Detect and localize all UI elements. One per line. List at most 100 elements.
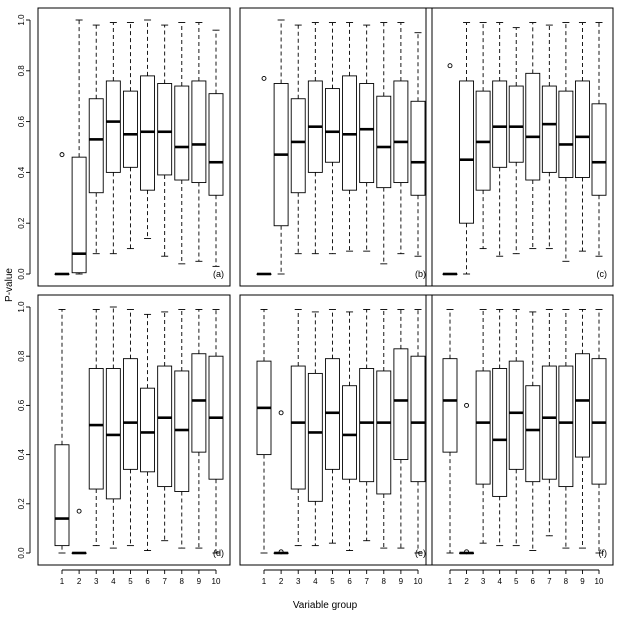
panel-frame [37,7,231,287]
x-axis-label: Variable group [293,600,358,611]
iqr-box [140,387,156,473]
box-group-1 [256,75,272,276]
x-tick-label: 4 [313,577,318,586]
box-group-5 [122,22,138,250]
box-group-2 [71,508,87,555]
box-group-6 [525,22,541,250]
outlier-point [447,63,453,69]
box-group-9 [393,309,409,549]
box-group-4 [492,22,508,257]
panel-label: (b) [415,269,426,279]
x-tick-label: 3 [481,577,486,586]
panel-frame [425,7,614,287]
box-group-9 [393,22,409,255]
outlier-point [278,549,284,555]
iqr-box [88,98,104,194]
iqr-box [342,385,358,480]
box-group-7 [541,24,557,250]
iqr-box [558,90,574,178]
x-tick-label: 7 [547,577,552,586]
box-group-3 [290,309,306,547]
iqr-box [71,156,87,274]
box-group-7 [157,24,173,257]
x-tick-label: 8 [382,577,387,586]
box-group-3 [475,22,491,250]
y-tick-label: 0.8 [17,65,26,77]
outlier-point [76,508,82,514]
box-group-7 [359,24,375,252]
box-group-10 [591,309,607,554]
y-tick-label: 0.6 [17,399,26,411]
iqr-box [122,358,138,470]
iqr-box [359,368,375,483]
x-tick-label: 10 [595,577,604,586]
box-group-7 [359,309,375,542]
box-group-2 [273,410,289,555]
iqr-box [324,88,340,163]
box-group-1 [442,309,458,554]
iqr-box [359,83,375,184]
panel-label: (d) [213,548,224,558]
box-group-10 [410,309,426,554]
x-tick-label: 6 [347,577,352,586]
panel-f: 1 2 3 4 5 6 7 8 9 10 (f) [425,294,614,586]
iqr-box [558,365,574,488]
x-tick-label: 1 [262,577,267,586]
iqr-box [475,370,491,485]
box-group-2 [273,19,289,275]
panel-label: (c) [597,269,608,279]
iqr-box [459,80,475,224]
box-group-8 [558,22,574,262]
box-group-3 [475,309,491,544]
panel-frame [425,294,614,566]
x-tick-label: 1 [60,577,65,586]
y-tick-label: 0.4 [17,166,26,178]
box-group-5 [324,22,340,255]
outlier-point [464,402,470,408]
box-group-3 [290,24,306,255]
panel-frame [239,294,433,566]
x-tick-label: 4 [111,577,116,586]
iqr-box [393,80,409,184]
x-tick-label: 6 [531,577,536,586]
panel-b: (b) [239,7,433,287]
y-tick-label: 1.0 [17,301,26,313]
panels-group: 0.00.20.40.60.81.0(a) (b) (c)0.00.20.40.60… [17,7,614,586]
box-group-4 [492,309,508,547]
box-group-10 [591,22,607,257]
box-group-5 [508,27,524,255]
y-tick-label: 0.4 [17,448,26,460]
panel-frame [239,7,433,287]
iqr-box [122,90,138,168]
panel-a: 0.0 0.2 0.4 0.6 0.8 1.0 (a) [17,7,231,287]
panel-label: (f) [599,548,608,558]
iqr-box [541,85,557,173]
iqr-box [208,93,224,196]
panel-e: 1 2 3 4 5 6 7 8 9 10 (e) [239,294,433,586]
box-group-9 [574,309,590,549]
panel-label: (e) [415,548,426,558]
box-group-6 [342,311,358,551]
iqr-box [191,353,207,453]
iqr-box [492,80,508,168]
box-group-1 [54,152,70,276]
y-tick-label: 0.2 [17,498,26,510]
box-group-5 [324,309,340,544]
box-group-9 [574,22,590,252]
box-group-6 [342,22,358,252]
y-tick-label: 1.0 [17,14,26,26]
iqr-box [591,103,607,196]
iqr-box [290,98,306,194]
box-group-2 [71,19,87,275]
panel-frame [37,294,231,566]
outlier-point [59,152,65,158]
x-tick-label: 7 [162,577,167,586]
x-tick-label: 9 [580,577,585,586]
iqr-box [54,444,70,547]
iqr-box [157,365,173,488]
iqr-box [574,80,590,178]
iqr-box [410,100,426,196]
box-group-5 [508,309,524,547]
iqr-box [541,365,557,480]
box-group-9 [191,309,207,549]
